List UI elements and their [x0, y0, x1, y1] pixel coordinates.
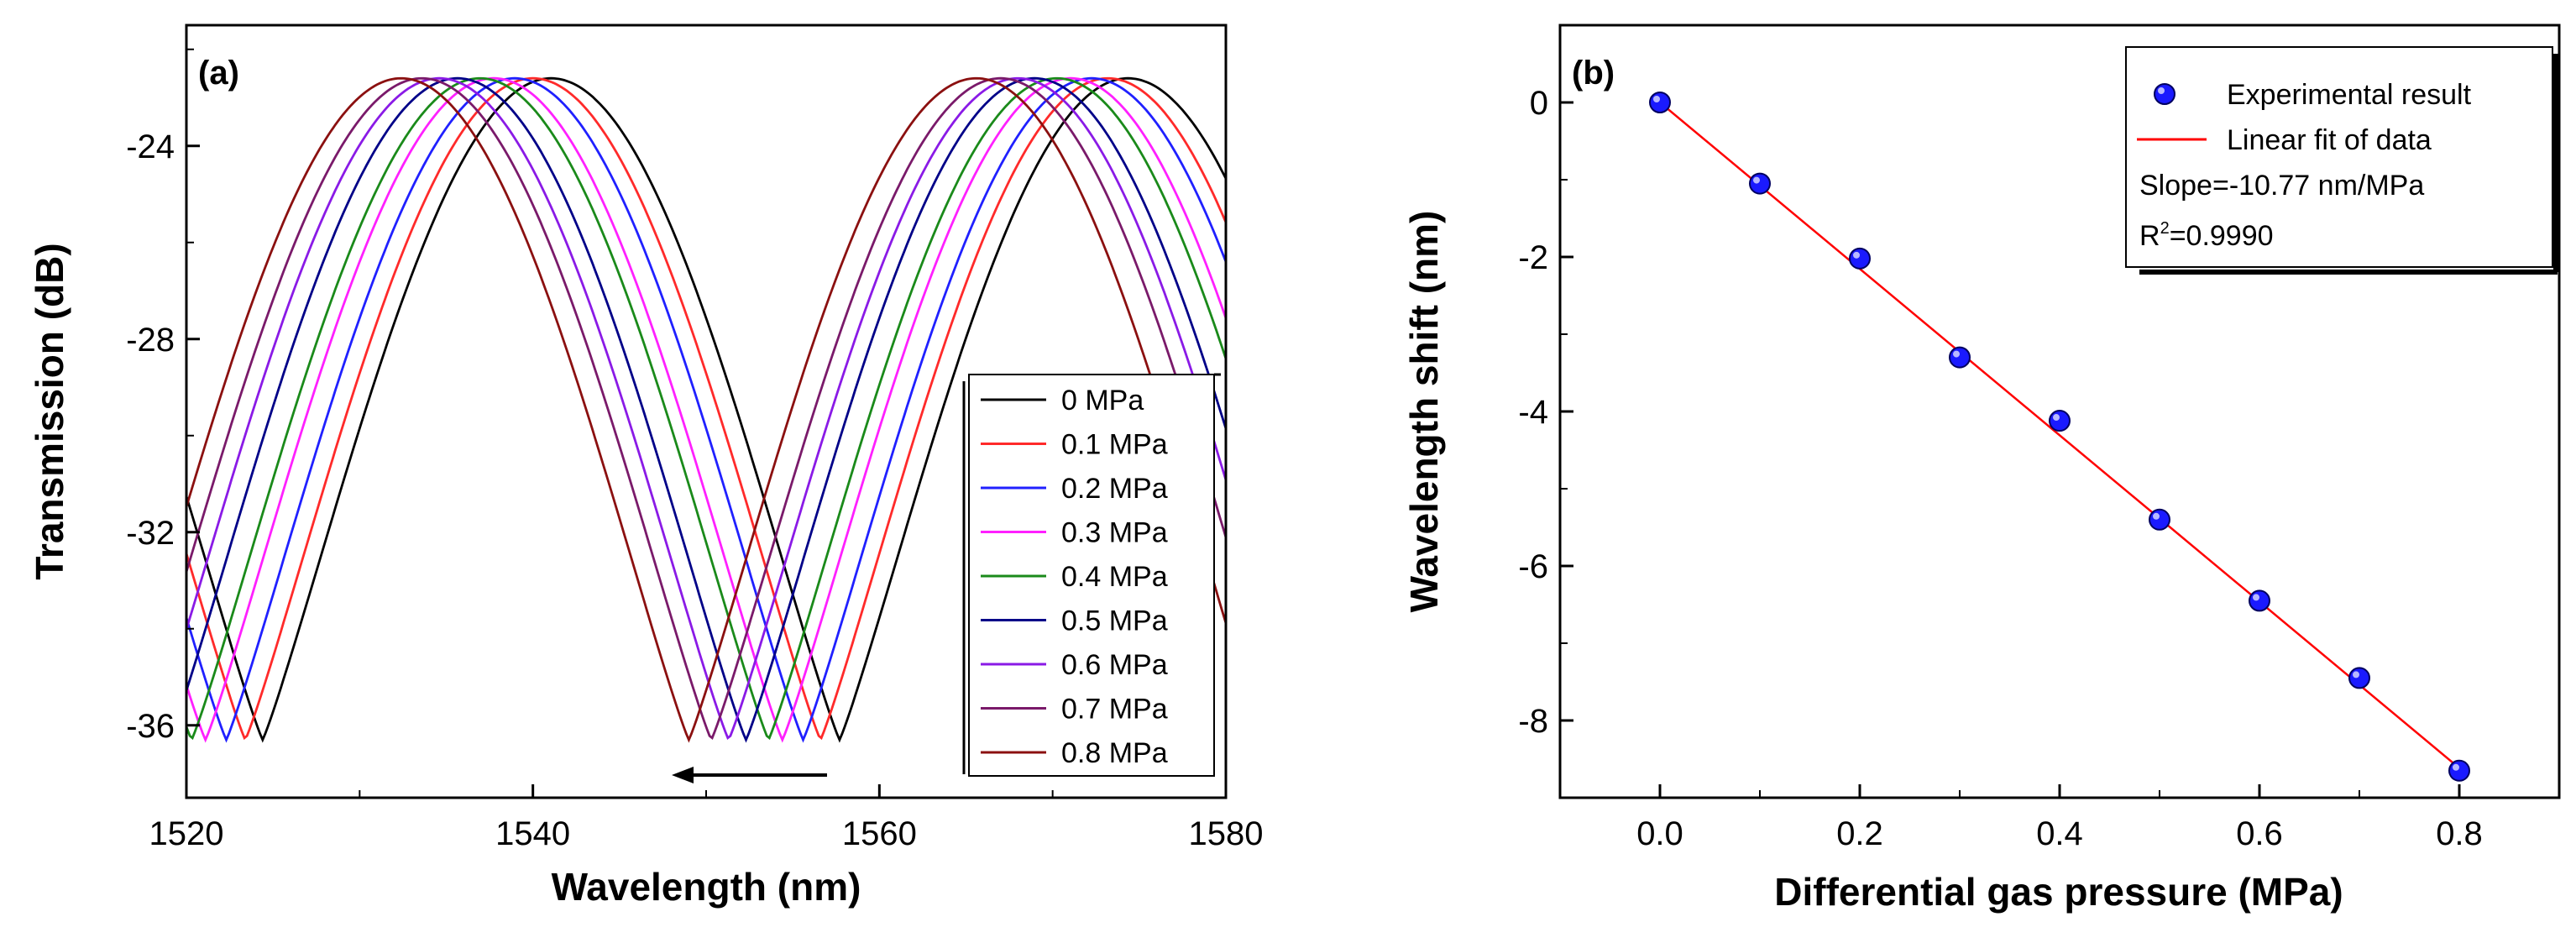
spectrum-line-0-6-mpa — [186, 76, 1226, 741]
panel-b-y-tick-label: -6 — [1518, 548, 1548, 585]
spectrum-line-0-7-mpa — [186, 76, 1226, 741]
panel-b-y-tick-label: -8 — [1518, 703, 1548, 740]
panel-b-y-tick-label: -2 — [1518, 239, 1548, 276]
legend-label-experimental: Experimental result — [2227, 79, 2472, 111]
data-point-highlight — [1853, 251, 1860, 259]
data-point-highlight — [1653, 96, 1660, 102]
legend-a-label: 0 MPa — [1061, 385, 1144, 416]
data-point-highlight — [1953, 350, 1960, 358]
data-point-highlight — [2453, 763, 2459, 771]
data-point — [1949, 346, 1971, 369]
panel-b-y-axis-title: Wavelength shift (nm) — [1402, 211, 1446, 613]
legend-marker-highlight — [2158, 87, 2165, 94]
panel-a-label: (a) — [198, 55, 239, 92]
panel-b-y-ticks: 0 -2 -4 -6 -8 — [1518, 24, 1573, 799]
legend-a-label: 0.7 MPa — [1061, 694, 1168, 726]
data-point-highlight — [2053, 414, 2060, 422]
legend-a-label: 0.3 MPa — [1061, 517, 1168, 549]
data-point — [2249, 589, 2270, 612]
data-point — [2348, 667, 2370, 689]
linear-fit-line — [1659, 102, 2460, 769]
spectrum-line-0-mpa — [186, 76, 1226, 743]
panel-b-x-tick-label: 0.4 — [2036, 815, 2083, 852]
data-point — [2448, 759, 2470, 782]
legend-label-fit: Linear fit of data — [2227, 124, 2432, 156]
legend-a-label: 0.4 MPa — [1061, 561, 1168, 593]
panel-a-x-axis-title: Wavelength (nm) — [552, 865, 861, 909]
panel-a-series-group — [186, 76, 1226, 743]
panel-b-x-tick-label: 0.0 — [1636, 815, 1683, 852]
panel-b-legend-box — [2125, 46, 2553, 268]
legend-a-label: 0.5 MPa — [1061, 605, 1168, 637]
panel-a-y-tick-label: -32 — [126, 515, 175, 552]
panel-a-y-tick-label: -24 — [126, 128, 175, 165]
panel-a-y-tick-label: -36 — [126, 708, 175, 745]
slope-annotation: Slope=-10.77 nm/MPa — [2139, 170, 2424, 202]
spectrum-line-0-8-mpa — [186, 76, 1226, 743]
legend-marker-experimental — [2154, 83, 2175, 105]
data-point-highlight — [2253, 594, 2259, 601]
shift-arrow — [672, 767, 827, 783]
data-point — [2149, 508, 2170, 531]
legend-a-label: 0.2 MPa — [1061, 473, 1168, 505]
legend-a-label: 0.8 MPa — [1061, 737, 1168, 769]
panel-b-x-tick-label: 0.6 — [2236, 815, 2283, 852]
panel-b-label: (b) — [1572, 55, 1615, 92]
panel-a: -36 -32 -28 -24 1520 1540 1560 1580 (a) Wavele… — [28, 24, 1264, 909]
panel-b-y-tick-label: -4 — [1518, 394, 1548, 431]
legend-a-label: 0.1 MPa — [1061, 429, 1168, 461]
panel-a-legend: 0 MPa 0.1 MPa 0.2 MPa 0.3 MPa 0.4 MPa 0.5 MPa… — [962, 373, 1221, 777]
data-point-highlight — [2153, 512, 2160, 520]
panel-a-y-tick-label: -28 — [126, 322, 175, 359]
panel-a-y-axis-title: Transmission (dB) — [28, 243, 71, 579]
r2-superscript: 2 — [2160, 219, 2170, 238]
panel-a-y-ticks: -36 -32 -28 -24 — [126, 48, 200, 745]
legend-a-label: 0.6 MPa — [1061, 649, 1168, 681]
r-squared-annotation: R2=0.9990 — [2139, 219, 2274, 252]
panel-a-x-tick-label: 1560 — [842, 815, 917, 852]
data-point — [1849, 247, 1871, 270]
panel-b-x-tick-label: 0.8 — [2436, 815, 2483, 852]
panel-b-points — [1649, 92, 2470, 782]
data-point-highlight — [1753, 176, 1760, 184]
panel-a-x-tick-label: 1580 — [1189, 815, 1264, 852]
data-point — [1749, 172, 1771, 195]
data-point — [1649, 92, 1671, 113]
panel-a-x-tick-label: 1540 — [495, 815, 570, 852]
r2-prefix: R — [2139, 220, 2160, 252]
panel-b-x-tick-label: 0.2 — [1836, 815, 1883, 852]
panel-a-x-tick-label: 1520 — [149, 815, 224, 852]
panel-b-legend: Experimental result Linear fit of data S… — [2125, 46, 2558, 275]
panel-b: 0 -2 -4 -6 -8 0.0 0.2 0.4 0.6 0.8 (b) Differenti… — [1402, 24, 2561, 914]
panel-b-y-tick-label: 0 — [1530, 85, 1548, 122]
panel-b-x-axis-title: Differential gas pressure (MPa) — [1774, 870, 2343, 914]
data-point — [2049, 410, 2071, 432]
data-point-highlight — [2353, 671, 2359, 678]
panel-b-x-ticks: 0.0 0.2 0.4 0.6 0.8 — [1559, 784, 2560, 852]
panel-a-x-ticks: 1520 1540 1560 1580 — [149, 784, 1264, 852]
spectrum-line-0-4-mpa — [186, 76, 1226, 741]
spectrum-line-0-5-mpa — [186, 76, 1226, 743]
r2-value: =0.9990 — [2170, 220, 2274, 252]
